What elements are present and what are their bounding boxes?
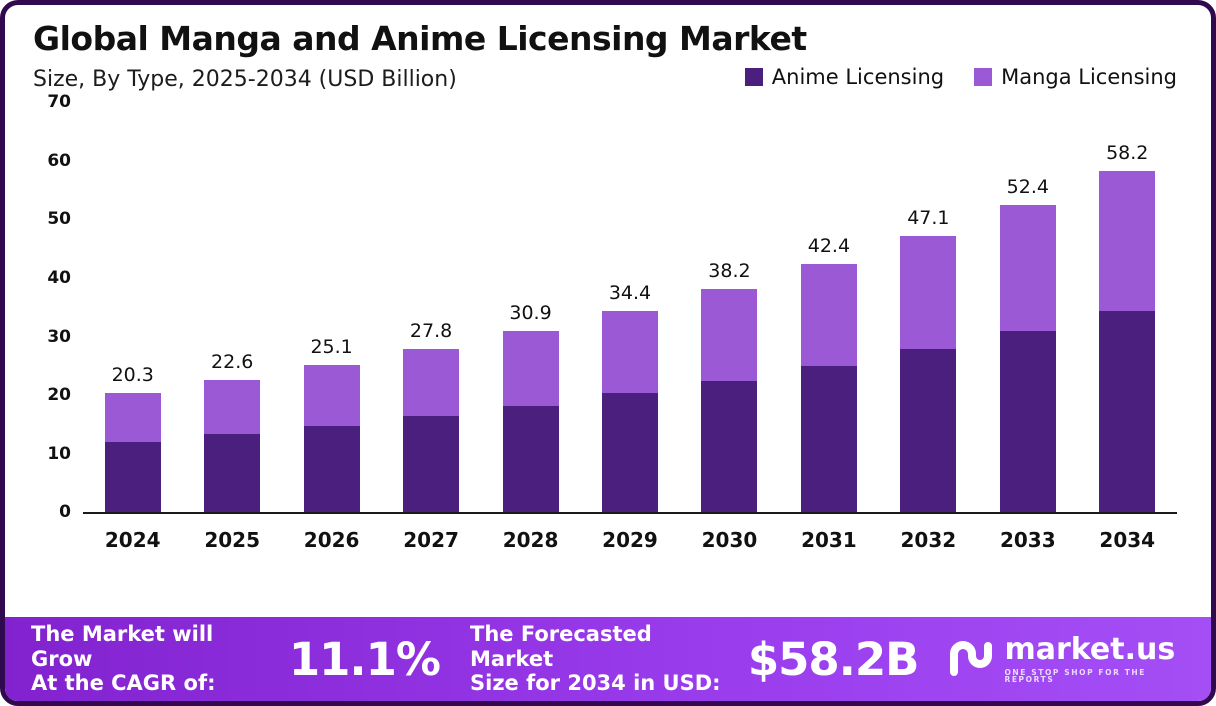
- bar-column: 52.4: [978, 102, 1077, 513]
- x-axis-label: 2034: [1099, 528, 1156, 553]
- x-axis-label: 2029: [602, 528, 658, 553]
- x-axis-label: 2032: [900, 528, 957, 553]
- x-axis-label: 2028: [502, 528, 559, 553]
- bar-segment-manga-licensing: [701, 288, 758, 381]
- bar-column: 27.8: [381, 102, 480, 513]
- legend-swatch-icon: [974, 68, 993, 86]
- brand-name: market.us: [1004, 631, 1176, 667]
- bar-segment-anime-licensing: [701, 380, 758, 513]
- bar-total-label: 38.2: [708, 259, 751, 282]
- bar-segment-anime-licensing: [204, 434, 261, 513]
- footer-banner: The Market will Grow At the CAGR of: 11.…: [5, 617, 1211, 701]
- bar-total-label: 30.9: [509, 302, 552, 325]
- bar-segment-manga-licensing: [900, 236, 957, 350]
- chart-legend: Anime Licensing Manga Licensing: [744, 65, 1177, 89]
- y-tick-label: 40: [47, 268, 71, 289]
- y-tick-label: 60: [47, 150, 71, 171]
- bar-segment-anime-licensing: [104, 442, 161, 513]
- bar-segment-anime-licensing: [502, 405, 559, 513]
- y-tick-label: 20: [47, 385, 71, 406]
- bar-column: 47.1: [879, 102, 978, 513]
- legend-item: Anime Licensing: [744, 65, 945, 89]
- chart-title: Global Manga and Anime Licensing Market: [33, 19, 807, 58]
- cagr-value: 11.1%: [288, 632, 441, 686]
- y-tick-label: 50: [47, 209, 71, 230]
- brand-text: market.us ONE STOP SHOP FOR THE REPORTS: [1004, 631, 1185, 684]
- chart-subtitle: Size, By Type, 2025-2034 (USD Billion): [33, 67, 457, 93]
- bar-segment-anime-licensing: [1099, 311, 1156, 513]
- cagr-label-line2: At the CAGR of:: [31, 671, 216, 696]
- bar-segment-anime-licensing: [403, 416, 460, 513]
- y-axis: 0 10 20 30 40 50 60 70: [31, 92, 83, 522]
- bar-column: 30.9: [481, 102, 580, 513]
- y-tick-label: 70: [47, 92, 71, 113]
- legend-label: Manga Licensing: [1001, 65, 1177, 89]
- bar-segment-manga-licensing: [403, 349, 460, 417]
- y-tick-label: 30: [47, 326, 71, 347]
- bar-segment-anime-licensing: [303, 425, 360, 513]
- chart-section: 0 10 20 30 40 50 60 70 20.3 22.6 25.1 27.8 30.9 34.4…: [5, 92, 1211, 617]
- legend-label: Anime Licensing: [771, 65, 945, 89]
- x-axis: 2024 2025 2026 2027 2028 2029 2030 2031 2032 2033…: [83, 514, 1177, 562]
- forecast-label: The Forecasted Market Size for 2034 in U…: [470, 622, 726, 696]
- bar-total-label: 34.4: [608, 281, 652, 304]
- plot-area: 20.3 22.6 25.1 27.8 30.9 34.4 38.2 42.4 47.1 52.4…: [83, 102, 1177, 515]
- chart-body: 0 10 20 30 40 50 60 70 20.3 22.6 25.1 27.8 30.9 34.4…: [31, 92, 1177, 617]
- y-tick-label: 10: [47, 443, 71, 464]
- bar-column: 58.2: [1078, 102, 1177, 513]
- forecast-label-line2: Size for 2034 in USD:: [470, 671, 721, 696]
- x-axis-label: 2024: [104, 528, 161, 553]
- bar-segment-manga-licensing: [204, 379, 261, 435]
- bar-column: 42.4: [779, 102, 878, 513]
- cagr-label-line1: The Market will Grow: [31, 621, 214, 671]
- bar-total-label: 42.4: [807, 234, 851, 257]
- brand-block: market.us ONE STOP SHOP FOR THE REPORTS: [948, 631, 1185, 684]
- bar-segment-anime-licensing: [999, 331, 1056, 513]
- bar-total-label: 27.8: [409, 320, 453, 343]
- bar-column: 25.1: [282, 102, 381, 513]
- forecast-value: $58.2B: [747, 632, 920, 686]
- bar-segment-manga-licensing: [999, 205, 1056, 332]
- marketus-logo-icon: [948, 636, 994, 682]
- legend-item: Manga Licensing: [974, 65, 1177, 89]
- bar-total-label: 20.3: [111, 364, 154, 387]
- bar-column: 34.4: [580, 102, 679, 513]
- x-axis-label: 2025: [204, 528, 261, 553]
- bar-segment-manga-licensing: [800, 263, 857, 366]
- bar-total-label: 52.4: [1006, 176, 1049, 199]
- x-axis-label: 2033: [999, 528, 1056, 553]
- plot-column: 20.3 22.6 25.1 27.8 30.9 34.4 38.2 42.4 47.1 52.4…: [83, 102, 1177, 617]
- x-axis-label: 2026: [303, 528, 360, 553]
- bar-total-label: 22.6: [211, 350, 254, 373]
- y-tick-label: 0: [59, 502, 71, 523]
- forecast-label-line1: The Forecasted Market: [470, 621, 652, 671]
- bar-segment-manga-licensing: [1099, 171, 1156, 312]
- x-axis-label: 2030: [701, 528, 758, 553]
- bar-column: 38.2: [680, 102, 779, 513]
- bar-segment-manga-licensing: [303, 365, 360, 426]
- bar-column: 22.6: [182, 102, 281, 513]
- bar-segment-anime-licensing: [900, 349, 957, 513]
- bar-segment-anime-licensing: [601, 393, 658, 513]
- bar-total-label: 47.1: [907, 207, 950, 230]
- bar-column: 20.3: [83, 102, 182, 513]
- bar-segment-manga-licensing: [502, 331, 559, 406]
- bar-segment-manga-licensing: [601, 310, 658, 394]
- bar-segment-manga-licensing: [104, 393, 161, 443]
- cagr-label: The Market will Grow At the CAGR of:: [31, 622, 267, 696]
- bar-total-label: 25.1: [310, 336, 353, 359]
- bar-total-label: 58.2: [1106, 142, 1149, 165]
- brand-tagline: ONE STOP SHOP FOR THE REPORTS: [1004, 667, 1147, 684]
- x-axis-label: 2031: [801, 528, 857, 553]
- x-axis-label: 2027: [403, 528, 459, 553]
- legend-swatch-icon: [744, 68, 763, 86]
- bar-segment-anime-licensing: [800, 365, 857, 513]
- chart-header: Global Manga and Anime Licensing Market …: [5, 5, 1211, 92]
